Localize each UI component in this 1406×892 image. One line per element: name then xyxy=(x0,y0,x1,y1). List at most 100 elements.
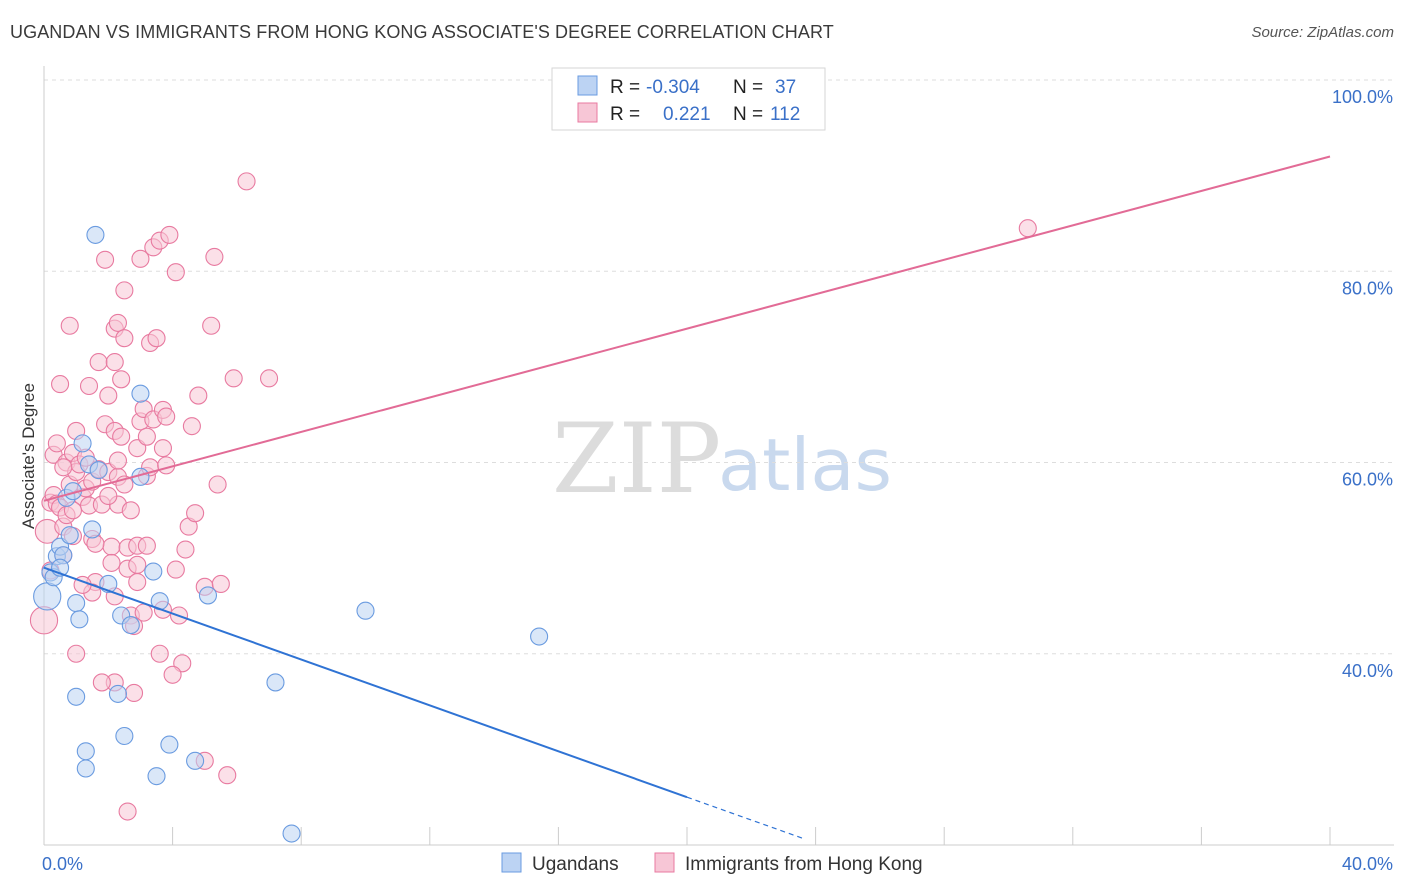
data-point xyxy=(160,225,179,244)
data-point xyxy=(112,427,131,446)
data-point xyxy=(76,742,95,761)
data-point xyxy=(147,329,166,348)
data-point xyxy=(356,601,375,620)
data-point xyxy=(115,726,134,746)
data-point xyxy=(147,767,166,786)
data-point xyxy=(144,562,163,581)
gridlines xyxy=(44,79,1394,655)
data-point xyxy=(202,316,221,335)
data-point xyxy=(121,501,140,520)
data-point xyxy=(166,263,185,282)
data-point xyxy=(160,735,179,754)
data-point xyxy=(128,572,147,592)
data-point xyxy=(89,461,108,480)
data-point xyxy=(124,683,144,703)
bottom-legend-ugandans: Ugandans xyxy=(532,854,619,875)
data-point xyxy=(89,353,108,372)
y-tick-label: 60.0% xyxy=(1342,470,1393,490)
data-point xyxy=(118,802,137,821)
data-point xyxy=(131,249,150,268)
data-point xyxy=(102,553,121,572)
legend-swatch-ugandans xyxy=(577,75,598,96)
y-axis-label: Associate's Degree xyxy=(19,383,38,529)
bottom-legend-swatch-hong-kong xyxy=(654,852,675,873)
data-point xyxy=(1018,219,1037,238)
data-point xyxy=(29,606,59,635)
chart-title: UGANDAN VS IMMIGRANTS FROM HONG KONG ASS… xyxy=(10,22,834,42)
legend-n-value-1: 112 xyxy=(770,104,800,125)
x-tick-label: 40.0% xyxy=(1342,854,1393,874)
data-point xyxy=(99,486,118,506)
data-point xyxy=(131,384,150,403)
data-point xyxy=(266,673,285,692)
data-point xyxy=(115,281,134,300)
y-tick-label: 40.0% xyxy=(1342,661,1393,681)
legend-r-label-1: R = xyxy=(610,104,640,125)
data-point xyxy=(76,759,95,778)
data-point xyxy=(67,644,86,663)
data-point xyxy=(198,586,218,605)
data-point xyxy=(92,673,111,692)
data-point xyxy=(112,370,131,389)
data-point xyxy=(60,526,79,545)
legend-n-label-0: N = xyxy=(733,77,763,98)
data-point xyxy=(259,369,279,388)
x-tick-label: 0.0% xyxy=(42,854,83,874)
legend-swatch-hong-kong xyxy=(577,102,598,123)
data-point xyxy=(211,574,230,593)
data-point xyxy=(150,644,169,663)
data-point xyxy=(67,687,86,706)
legend-r-label-0: R = xyxy=(610,77,640,98)
data-point xyxy=(86,225,105,244)
legend-n-value-0: 37 xyxy=(775,77,796,98)
data-point xyxy=(237,172,256,191)
legend-n-label-1: N = xyxy=(733,104,763,125)
series-legend: Ugandans Immigrants from Hong Kong xyxy=(501,852,923,875)
trend-line-ugandans-extension xyxy=(686,796,803,839)
data-point xyxy=(121,616,140,635)
data-point xyxy=(79,376,99,396)
axes xyxy=(43,66,1394,846)
trend-line-ugandans xyxy=(43,566,688,799)
bottom-legend-hong-kong: Immigrants from Hong Kong xyxy=(685,854,923,875)
data-point xyxy=(108,313,127,332)
data-point xyxy=(205,247,224,266)
legend-r-value-0: -0.304 xyxy=(646,77,700,98)
data-point xyxy=(186,751,205,770)
data-point xyxy=(108,451,127,470)
source-credit: Source: ZipAtlas.com xyxy=(1251,24,1394,41)
tick-labels: 40.0% 60.0% 80.0% 100.0% 0.0% 40.0% xyxy=(42,87,1393,874)
data-point xyxy=(73,434,92,453)
trend-line-hong-kong xyxy=(43,155,1331,502)
series-ugandans xyxy=(33,225,549,843)
data-point xyxy=(54,458,73,477)
data-point xyxy=(163,665,182,684)
data-point xyxy=(105,353,124,372)
data-point xyxy=(83,520,102,539)
data-point xyxy=(208,475,227,494)
data-point xyxy=(530,627,549,646)
data-point xyxy=(108,684,127,703)
data-point xyxy=(102,537,121,556)
data-point xyxy=(33,582,62,611)
y-tick-label: 100.0% xyxy=(1332,87,1393,107)
data-point xyxy=(128,555,147,574)
data-point xyxy=(51,375,70,394)
data-point xyxy=(218,766,237,785)
watermark: ZIP atlas xyxy=(552,403,892,515)
data-point xyxy=(96,250,115,269)
data-point xyxy=(137,536,156,555)
data-point xyxy=(186,504,205,523)
stats-legend: R = -0.304 N = 37 R = 0.221 N = 112 xyxy=(551,67,826,131)
data-point xyxy=(166,560,185,579)
legend-r-value-1: 0.221 xyxy=(663,104,711,125)
data-point xyxy=(99,386,118,405)
data-point xyxy=(153,439,173,458)
data-point xyxy=(189,386,208,405)
data-point xyxy=(70,610,89,629)
data-point xyxy=(60,316,79,335)
data-point xyxy=(282,824,301,843)
data-point xyxy=(137,427,156,446)
trend-lines xyxy=(43,155,1331,839)
